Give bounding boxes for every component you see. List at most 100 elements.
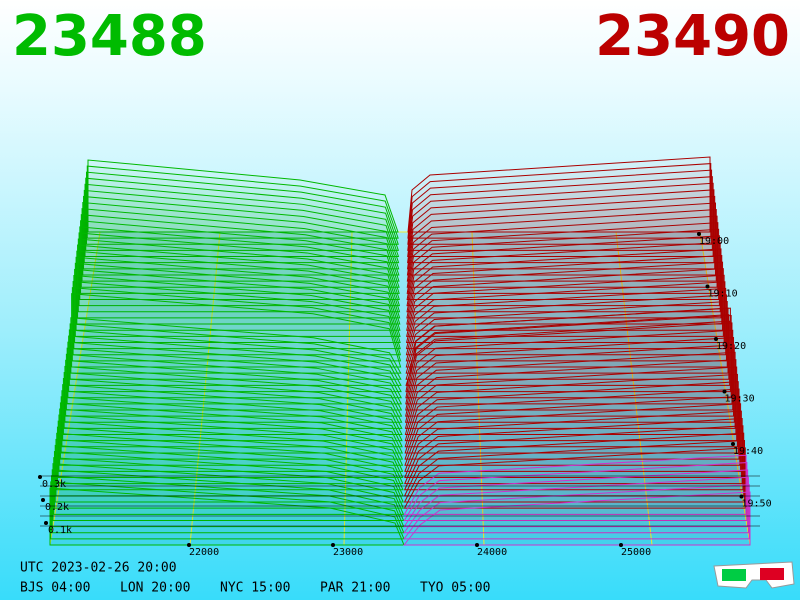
bid-layer xyxy=(59,408,404,466)
ask-layer xyxy=(404,351,736,429)
bid-layer xyxy=(71,287,402,362)
bid-layer xyxy=(50,481,405,540)
bid-layer xyxy=(53,450,405,509)
ask-layer xyxy=(407,182,714,258)
ask-layer xyxy=(404,417,743,485)
ask-layer xyxy=(407,189,715,264)
time-tick xyxy=(697,232,701,236)
price-tick-label: 24000 xyxy=(477,547,507,558)
ask-layer xyxy=(403,469,749,528)
time-tick xyxy=(705,284,710,289)
ask-layer xyxy=(405,274,725,343)
time-tick xyxy=(731,442,735,446)
bid-layer xyxy=(71,293,402,368)
ask-layer xyxy=(406,195,716,270)
depth-tick-label: 0.1k xyxy=(48,525,72,536)
ask-layer xyxy=(406,228,720,301)
ask-layer xyxy=(404,410,742,478)
bid-layer xyxy=(69,323,402,380)
ask-layer xyxy=(404,395,741,466)
bid-layer xyxy=(62,378,403,436)
ask-layer xyxy=(403,484,750,540)
ask-layer xyxy=(405,329,734,411)
ask-layer xyxy=(403,425,744,491)
zone-time: TYO 05:00 xyxy=(420,581,490,596)
time-tick-label: 19:00 xyxy=(699,236,729,247)
ask-layer xyxy=(403,462,748,521)
bid-layer xyxy=(62,384,403,442)
ask-layer xyxy=(403,454,747,515)
bid-layer xyxy=(57,420,404,478)
bid-layer xyxy=(53,457,405,515)
bid-layer xyxy=(56,432,404,491)
ask-layer xyxy=(405,337,735,417)
price-tick-label: 22000 xyxy=(189,547,219,558)
bid-layer xyxy=(51,469,405,528)
floor-grid xyxy=(189,231,221,546)
price-tick xyxy=(475,543,479,547)
time-tick xyxy=(714,337,718,341)
bid-layer xyxy=(60,396,404,454)
price-tick-label: 23000 xyxy=(333,547,363,558)
ask-layer xyxy=(403,447,746,509)
utc-time: UTC 2023-02-26 20:00 xyxy=(20,561,177,576)
ask-layer xyxy=(404,366,738,442)
ask-layer xyxy=(405,294,727,362)
bid-layer xyxy=(50,475,405,534)
depth-tick-label: 0.3k xyxy=(42,479,66,490)
price-tick xyxy=(331,543,335,547)
bid-layer xyxy=(56,426,404,485)
zone-time: PAR 21:00 xyxy=(320,581,390,596)
floor-grid xyxy=(615,231,653,546)
depth-tick xyxy=(38,475,42,479)
ask-layer xyxy=(405,314,732,399)
ask-layer xyxy=(402,491,751,546)
time-tick-label: 19:40 xyxy=(733,446,763,457)
ask-layer xyxy=(403,439,746,503)
ask-layer xyxy=(406,222,719,294)
time-tick-label: 19:30 xyxy=(725,394,755,405)
bid-layer xyxy=(52,463,405,521)
time-tick-label: 19:10 xyxy=(708,289,738,300)
ask-layer xyxy=(406,209,717,282)
floor-grid xyxy=(343,231,353,546)
ask-layer xyxy=(407,176,713,251)
ask-layer xyxy=(406,261,724,331)
ask-layer xyxy=(404,381,739,454)
bid-layer xyxy=(58,414,404,472)
ask-layer xyxy=(406,215,718,288)
ask-layer xyxy=(406,268,724,337)
depth-tick xyxy=(44,521,48,525)
time-tick xyxy=(739,494,744,499)
ask-layer xyxy=(406,254,723,325)
ask-layer xyxy=(404,373,738,448)
depth-tick xyxy=(41,498,45,502)
time-tick-label: 19:50 xyxy=(742,499,772,510)
bid-price: 23488 xyxy=(12,4,207,69)
ask-layer xyxy=(407,169,713,245)
bid-layer xyxy=(68,329,402,386)
ask-layer xyxy=(404,403,742,472)
bid-layer xyxy=(54,444,404,503)
ask-price: 23490 xyxy=(595,4,790,69)
zone-time: LON 20:00 xyxy=(120,581,190,596)
time-tick-label: 19:20 xyxy=(716,341,746,352)
depth-surface xyxy=(40,156,760,546)
price-tick xyxy=(187,543,191,547)
ask-layer xyxy=(407,156,711,233)
bid-layer xyxy=(59,402,404,460)
depth-tick-label: 0.2k xyxy=(45,502,69,513)
zone-time: BJS 04:00 xyxy=(20,581,90,596)
bid-layer xyxy=(61,390,403,448)
time-tick xyxy=(722,389,727,394)
ask-layer xyxy=(406,202,716,276)
3d-glasses-icon xyxy=(713,561,795,589)
ask-layer xyxy=(405,322,733,405)
ask-layer xyxy=(405,287,727,356)
ask-layer xyxy=(404,359,737,436)
ask-layer xyxy=(407,163,712,239)
bid-layer xyxy=(70,317,402,374)
price-tick xyxy=(619,543,623,547)
